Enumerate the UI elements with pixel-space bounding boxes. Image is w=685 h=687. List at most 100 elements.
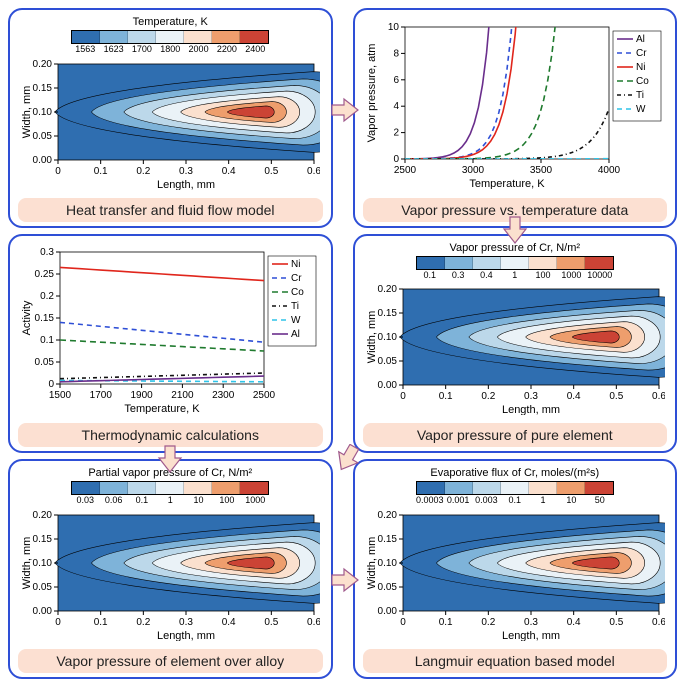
svg-text:2500: 2500 <box>394 165 417 176</box>
caption-langmuir: Langmuir equation based model <box>363 649 668 673</box>
svg-text:0.3: 0.3 <box>179 166 193 177</box>
svg-text:0.10: 0.10 <box>377 332 397 343</box>
svg-text:0.05: 0.05 <box>33 582 53 593</box>
svg-text:0.25: 0.25 <box>35 269 55 280</box>
svg-text:0.6: 0.6 <box>307 166 320 177</box>
svg-text:Al: Al <box>291 329 300 340</box>
panel-vapor-temp: 25003000350040000246810Temperature, KVap… <box>353 8 678 228</box>
svg-text:Temperature, K: Temperature, K <box>125 403 201 414</box>
svg-text:1700: 1700 <box>90 390 113 401</box>
svg-text:0.15: 0.15 <box>377 308 397 319</box>
svg-text:2500: 2500 <box>253 390 276 401</box>
svg-text:Ni: Ni <box>636 62 645 73</box>
svg-text:0.15: 0.15 <box>35 313 55 324</box>
svg-text:10: 10 <box>388 22 400 33</box>
svg-text:2100: 2100 <box>172 390 195 401</box>
svg-text:2: 2 <box>393 127 399 138</box>
svg-text:Vapor pressure, atm: Vapor pressure, atm <box>366 43 378 142</box>
svg-text:0.15: 0.15 <box>33 534 53 545</box>
svg-text:0.20: 0.20 <box>377 285 397 295</box>
svg-text:0.20: 0.20 <box>33 60 53 70</box>
chart-vapor-temp: 25003000350040000246810Temperature, KVap… <box>363 16 668 194</box>
colorbar-heat: Temperature, K15631623170018002000220024… <box>18 16 323 54</box>
svg-text:0.4: 0.4 <box>222 617 236 628</box>
svg-text:0.2: 0.2 <box>481 391 495 402</box>
colorbar-title: Vapor pressure of Cr, N/m² <box>416 242 614 254</box>
svg-text:0.3: 0.3 <box>40 247 54 258</box>
colorbar-title: Temperature, K <box>71 16 269 28</box>
svg-text:4000: 4000 <box>598 165 621 176</box>
svg-text:0.5: 0.5 <box>265 617 279 628</box>
svg-text:0.5: 0.5 <box>265 166 279 177</box>
svg-text:0.10: 0.10 <box>377 558 397 569</box>
svg-text:0.00: 0.00 <box>33 606 53 617</box>
svg-text:Length, mm: Length, mm <box>502 404 560 415</box>
svg-text:0.15: 0.15 <box>377 534 397 545</box>
svg-text:0.2: 0.2 <box>137 617 151 628</box>
svg-text:0.4: 0.4 <box>566 391 580 402</box>
svg-text:0.20: 0.20 <box>33 511 53 521</box>
panel-vapor-alloy: Partial vapor pressure of Cr, N/m²0.030.… <box>8 459 333 679</box>
svg-text:0.6: 0.6 <box>652 617 665 628</box>
svg-text:1500: 1500 <box>49 390 72 401</box>
svg-text:0: 0 <box>400 391 406 402</box>
svg-text:0.1: 0.1 <box>438 617 452 628</box>
svg-text:0.1: 0.1 <box>94 617 108 628</box>
svg-text:Co: Co <box>291 287 304 298</box>
svg-text:Length, mm: Length, mm <box>502 630 560 641</box>
svg-text:0.2: 0.2 <box>40 291 54 302</box>
svg-text:W: W <box>636 104 646 115</box>
svg-text:Al: Al <box>636 34 645 45</box>
svg-text:0.20: 0.20 <box>377 511 397 521</box>
caption-heat: Heat transfer and fluid flow model <box>18 198 323 222</box>
svg-text:0: 0 <box>55 617 61 628</box>
svg-text:Cr: Cr <box>291 273 302 284</box>
svg-text:0.00: 0.00 <box>377 606 397 617</box>
chart-thermo: 15001700190021002300250000.050.10.150.20… <box>18 242 323 420</box>
svg-text:Ni: Ni <box>291 259 300 270</box>
caption-vapor-temp: Vapor pressure vs. temperature data <box>363 198 668 222</box>
panel-heat: Temperature, K15631623170018002000220024… <box>8 8 333 228</box>
svg-text:Ti: Ti <box>291 301 299 312</box>
svg-text:0.3: 0.3 <box>524 617 538 628</box>
svg-text:0.15: 0.15 <box>33 83 53 94</box>
svg-text:Ti: Ti <box>636 90 644 101</box>
svg-text:Width, mm: Width, mm <box>366 311 378 364</box>
svg-text:2300: 2300 <box>212 390 235 401</box>
svg-text:0.6: 0.6 <box>307 617 320 628</box>
chart-heat: 00.10.20.30.40.50.60.000.050.100.150.20L… <box>18 56 323 194</box>
svg-text:0.00: 0.00 <box>377 380 397 391</box>
caption-thermo: Thermodynamic calculations <box>18 423 323 447</box>
svg-text:0.2: 0.2 <box>137 166 151 177</box>
panel-thermo: 15001700190021002300250000.050.10.150.20… <box>8 234 333 454</box>
svg-text:1900: 1900 <box>131 390 154 401</box>
caption-vapor-alloy: Vapor pressure of element over alloy <box>18 649 323 673</box>
colorbar-title: Partial vapor pressure of Cr, N/m² <box>71 467 269 479</box>
svg-text:Co: Co <box>636 76 649 87</box>
svg-text:8: 8 <box>393 48 399 59</box>
svg-text:0.5: 0.5 <box>609 391 623 402</box>
svg-text:0.3: 0.3 <box>179 617 193 628</box>
svg-text:0.4: 0.4 <box>566 617 580 628</box>
svg-text:0: 0 <box>49 379 55 390</box>
svg-text:0.1: 0.1 <box>94 166 108 177</box>
svg-text:Cr: Cr <box>636 48 647 59</box>
svg-text:3500: 3500 <box>530 165 553 176</box>
svg-text:0.05: 0.05 <box>377 582 397 593</box>
svg-text:0.3: 0.3 <box>524 391 538 402</box>
svg-text:0.05: 0.05 <box>377 356 397 367</box>
panel-vapor-pure: Vapor pressure of Cr, N/m²0.10.30.411001… <box>353 234 678 454</box>
svg-text:0: 0 <box>55 166 61 177</box>
svg-text:0: 0 <box>393 154 399 165</box>
colorbar-vapor-alloy: Partial vapor pressure of Cr, N/m²0.030.… <box>18 467 323 505</box>
svg-text:0: 0 <box>400 617 406 628</box>
svg-text:W: W <box>291 315 301 326</box>
flowchart-grid: Temperature, K15631623170018002000220024… <box>0 0 685 687</box>
chart-vapor-pure: 00.10.20.30.40.50.60.000.050.100.150.20L… <box>363 282 668 420</box>
svg-text:0.05: 0.05 <box>35 357 55 368</box>
svg-text:Length, mm: Length, mm <box>157 179 215 190</box>
svg-text:Width, mm: Width, mm <box>21 537 33 590</box>
chart-vapor-alloy: 00.10.20.30.40.50.60.000.050.100.150.20L… <box>18 507 323 645</box>
svg-text:0.10: 0.10 <box>33 107 53 118</box>
svg-text:0.4: 0.4 <box>222 166 236 177</box>
